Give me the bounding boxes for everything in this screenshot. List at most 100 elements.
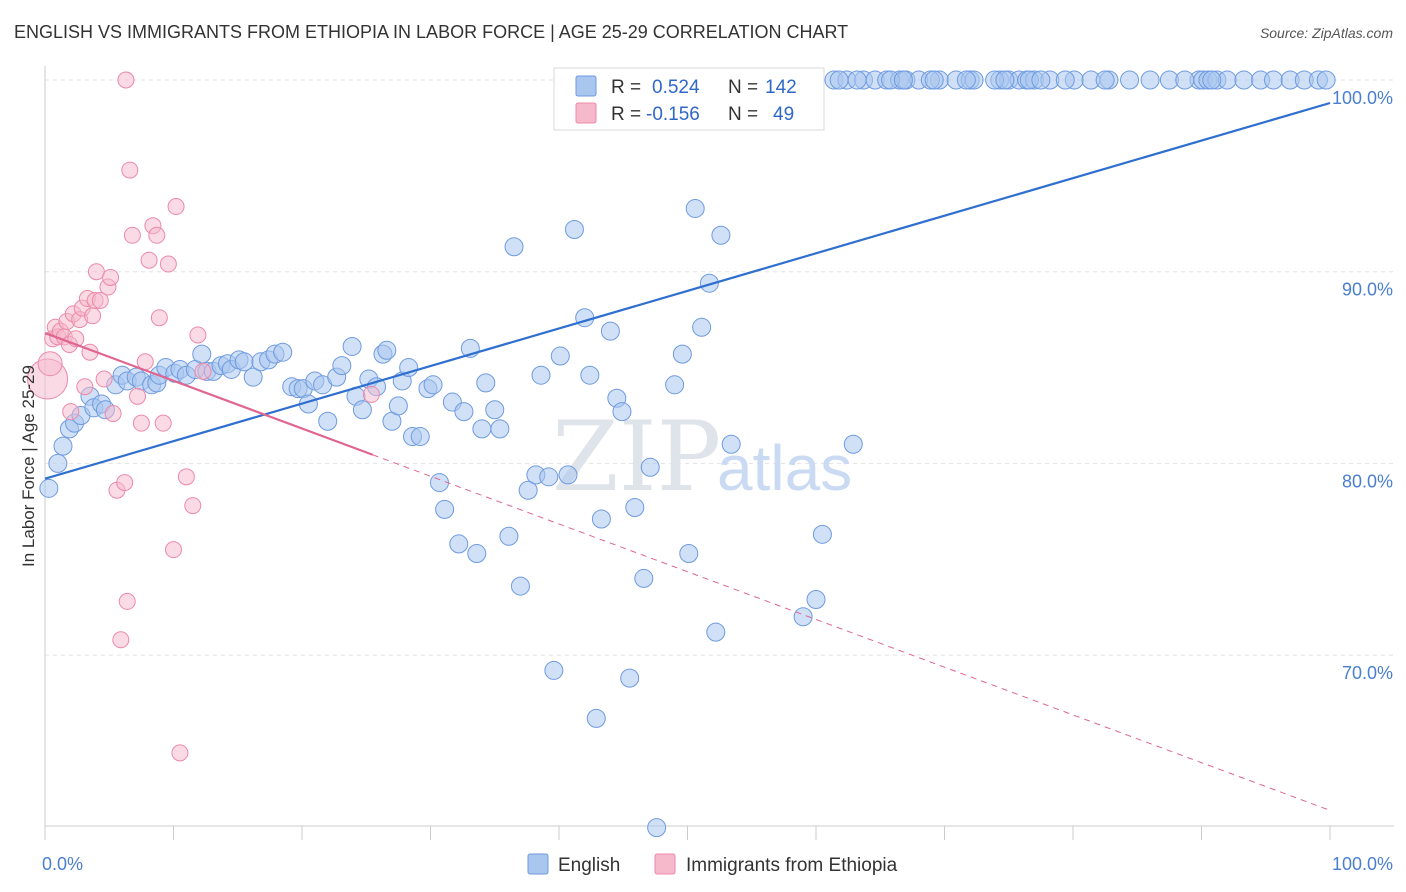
ethiopia-n-label: N = (728, 104, 758, 125)
english-point (48, 453, 68, 473)
english-point (518, 480, 538, 500)
english-point (699, 273, 719, 293)
stats-legend-box (553, 67, 825, 131)
english-point (1095, 70, 1115, 90)
english-point (410, 427, 430, 447)
english-r-label: R = (611, 77, 641, 98)
english-point (472, 419, 492, 439)
english-n-label: N = (728, 77, 758, 98)
ethiopia-point (132, 414, 150, 432)
english-point (1263, 70, 1283, 90)
legend-ethiopia-swatch (654, 853, 676, 875)
english-point (1316, 70, 1336, 90)
legend-english-swatch (527, 853, 549, 875)
english-point (342, 336, 362, 356)
english-point (806, 590, 826, 610)
ethiopia-point (167, 198, 185, 216)
ethiopia-swatch (575, 102, 597, 124)
english-point (634, 568, 654, 588)
english-point (192, 344, 212, 364)
english-point (793, 607, 813, 627)
x-tick-label-min: 0.0% (42, 854, 83, 874)
english-point (454, 402, 474, 422)
ethiopia-n-value: 49 (773, 104, 794, 125)
english-point (721, 434, 741, 454)
stats-legend: R = 0.524 N = 142 R = -0.156 N = 49 (553, 67, 825, 131)
ethiopia-point (121, 161, 139, 179)
english-point (612, 402, 632, 422)
english-point (829, 70, 849, 90)
english-point (812, 524, 832, 544)
english-point (485, 400, 505, 420)
y-tick-label-70: 70.0% (1342, 663, 1393, 683)
trend-lines (44, 101, 1331, 811)
english-point (377, 340, 397, 360)
english-point (539, 467, 559, 487)
ethiopia-point (177, 468, 195, 486)
english-point (1031, 70, 1051, 90)
english-point (53, 436, 73, 456)
english-point (273, 342, 293, 362)
ethiopia-point (117, 71, 135, 89)
ethiopia-point (62, 403, 80, 421)
english-point (679, 543, 699, 563)
ethiopia-point (148, 226, 166, 244)
ethiopia-point (129, 387, 147, 405)
english-point (1202, 70, 1222, 90)
x-tick-labels: 0.0% 100.0% (42, 854, 1393, 874)
y-tick-label-90: 90.0% (1342, 280, 1393, 300)
english-point (591, 509, 611, 529)
english-point (580, 365, 600, 385)
english-point (243, 367, 263, 387)
english-point (1120, 70, 1140, 90)
english-point (544, 660, 564, 680)
ethiopia-point (194, 362, 212, 380)
english-points (39, 70, 1336, 838)
ethiopia-point (154, 414, 172, 432)
english-point (332, 356, 352, 376)
ethiopia-point (84, 307, 102, 325)
english-point (625, 497, 645, 517)
english-point (490, 419, 510, 439)
english-point (1175, 70, 1195, 90)
english-point (510, 576, 530, 596)
english-point (924, 70, 944, 90)
y-tick-label-80: 80.0% (1342, 471, 1393, 491)
chart-title: ENGLISH VS IMMIGRANTS FROM ETHIOPIA IN L… (14, 22, 848, 42)
english-point (449, 534, 469, 554)
english-point (586, 708, 606, 728)
english-point (352, 400, 372, 420)
english-point (467, 543, 487, 563)
english-point (318, 411, 338, 431)
english-point (564, 220, 584, 240)
english-point (558, 465, 578, 485)
ethiopia-r-value: -0.156 (646, 104, 700, 125)
english-point (893, 70, 913, 90)
ethiopia-point (95, 370, 113, 388)
english-point (665, 375, 685, 395)
ethiopia-point (104, 405, 122, 423)
axes (44, 66, 1394, 840)
ethiopia-point (118, 592, 136, 610)
ethiopia-r-label: R = (611, 104, 641, 125)
series-legend: English Immigrants from Ethiopia (527, 853, 898, 876)
ethiopia-point (76, 378, 94, 396)
y-tick-label-100: 100.0% (1332, 88, 1393, 108)
ethiopia-point (150, 309, 168, 327)
english-point (435, 499, 455, 519)
english-point (388, 396, 408, 416)
ethiopia-point (37, 351, 63, 377)
english-point (550, 346, 570, 366)
legend-english-label: English (558, 855, 620, 876)
ethiopia-point (112, 631, 130, 649)
english-point (600, 321, 620, 341)
english-point (672, 344, 692, 364)
english-swatch (575, 75, 597, 97)
english-point (647, 818, 667, 838)
english-point (429, 473, 449, 493)
english-point (692, 317, 712, 337)
english-point (706, 622, 726, 642)
english-point (575, 308, 595, 328)
y-tick-labels: 70.0% 80.0% 90.0% 100.0% (1332, 88, 1393, 683)
english-point (995, 70, 1015, 90)
